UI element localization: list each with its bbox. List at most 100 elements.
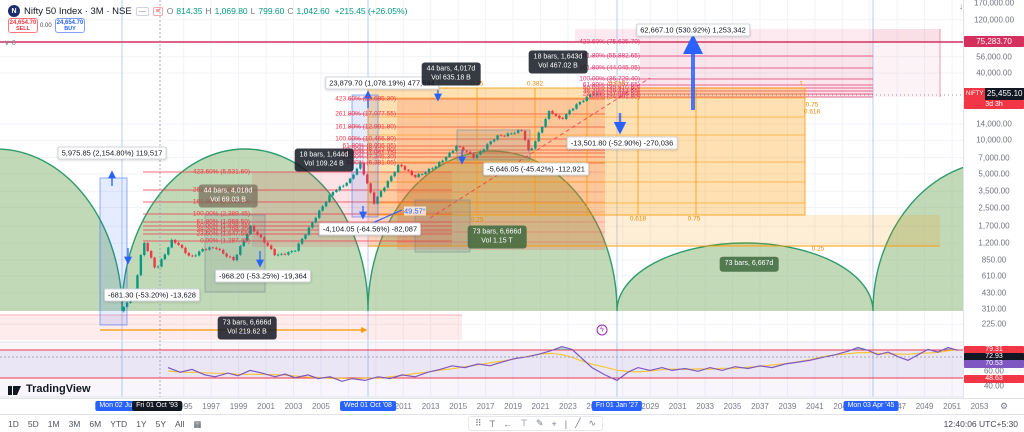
- text-tool-icon[interactable]: T: [489, 418, 496, 429]
- symbol-tag: NIFTY: [964, 88, 986, 100]
- measure-tool-icon[interactable]: ⊤: [520, 418, 528, 428]
- year-tick: 2001: [257, 402, 275, 411]
- collapsed-indicators-toggle[interactable]: ∨ 6: [4, 38, 16, 47]
- sell-price: 24,654.70: [9, 19, 37, 26]
- range-button-6m[interactable]: 6M: [89, 419, 102, 429]
- range-button-3m[interactable]: 3M: [68, 419, 81, 429]
- sell-label: SELL: [15, 25, 31, 32]
- symbol-logo: N: [8, 5, 20, 17]
- year-tick: 2041: [805, 402, 824, 411]
- range-button-all[interactable]: All: [175, 419, 185, 429]
- year-tick: 2013: [421, 402, 440, 411]
- date-chip: Mon 03 Apr '45: [843, 400, 899, 411]
- spread-value: 0.00: [40, 23, 52, 29]
- last-price-value: 25,455.10: [985, 88, 1024, 100]
- price-tick: 14,000.00: [976, 119, 1012, 129]
- buy-button[interactable]: 24,654.70 BUY: [55, 18, 85, 33]
- year-tick: 2029: [641, 402, 660, 411]
- ohlc-key: L: [250, 6, 256, 16]
- date-chip: Mon 02 Jul '90: [95, 400, 149, 411]
- axis-settings-gear-icon[interactable]: ⚙: [1000, 401, 1009, 411]
- ohlc-value: 814.35: [176, 6, 203, 16]
- buy-label: BUY: [64, 25, 76, 32]
- time-axis[interactable]: ⚙ 19951997199920012003200520072009201120…: [0, 398, 1024, 414]
- cross-tool-icon[interactable]: +: [551, 418, 557, 429]
- year-tick: 1997: [202, 402, 221, 411]
- event-marker-icon[interactable]: ϟ: [596, 324, 608, 336]
- range-button-1d[interactable]: 1D: [8, 419, 19, 429]
- year-tick: 2017: [476, 402, 495, 411]
- year-tick: 2011: [394, 402, 412, 411]
- drawing-toolbar[interactable]: ⠿ T ← ⊤ ✎ + | ╱ ∿: [468, 416, 604, 431]
- collapsed-indicators-count: 6: [11, 38, 16, 47]
- buy-price: 24,654.70: [56, 19, 84, 26]
- price-axis[interactable]: 170,000.00 120,000.00 56,000.00 40,000.00 14…: [963, 0, 1024, 398]
- year-tick: 2049: [915, 402, 934, 411]
- date-range-switcher[interactable]: 1D 5D 1M 3M 6M YTD 1Y 5Y All ▦: [8, 415, 201, 432]
- year-tick: 2023: [558, 402, 577, 411]
- ohlc-value: 1,069.80: [214, 6, 248, 16]
- countdown-chip: 3d 3h: [964, 100, 1024, 109]
- price-tick: 120,000.00: [973, 15, 1015, 25]
- range-button-ytd[interactable]: YTD: [110, 419, 128, 429]
- price-tick: 170,000.00: [973, 0, 1015, 8]
- drag-handle-icon[interactable]: ⠿: [475, 418, 482, 428]
- rsi-value-chip: 70.53: [964, 360, 1024, 368]
- range-button-1y[interactable]: 1Y: [136, 419, 147, 429]
- alert-level-chip: 75,283.70: [964, 36, 1024, 47]
- scroll-to-recent-icon[interactable]: ↓: [958, 2, 963, 11]
- price-tick: 7,000.00: [978, 153, 1010, 163]
- rsi-tick: 60.00: [983, 366, 1005, 376]
- rsi-value-chip: 79.31: [964, 346, 1024, 354]
- price-tick: 850.00: [981, 255, 1007, 265]
- range-button-5d[interactable]: 5D: [27, 419, 39, 429]
- year-tick: 2053: [970, 402, 989, 411]
- legend-menu-icon[interactable]: ≡: [152, 6, 163, 16]
- year-tick: 1999: [229, 402, 248, 411]
- tradingview-logo-text: TradingView: [26, 383, 91, 395]
- year-tick: 2031: [668, 402, 687, 411]
- symbol-legend[interactable]: N Nifty 50 Index · 3M · NSE — ≡ O 814.35 H…: [8, 4, 407, 18]
- tradingview-logo-mark: [8, 386, 21, 395]
- change-value: +215.45 (+26.05%): [334, 6, 408, 16]
- arrow-tool-icon[interactable]: ←: [503, 418, 513, 429]
- polyline-tool-icon[interactable]: ∿: [588, 418, 597, 428]
- main-chart-canvas[interactable]: [0, 0, 963, 398]
- year-tick: 2015: [449, 402, 468, 411]
- brush-tool-icon[interactable]: ✎: [535, 418, 544, 428]
- year-tick: 2051: [943, 402, 961, 411]
- price-tick: 5,000.00: [978, 169, 1010, 179]
- calendar-icon[interactable]: ▦: [193, 418, 202, 429]
- range-button-5y[interactable]: 5Y: [155, 419, 166, 429]
- year-tick: 2043: [833, 402, 852, 411]
- ohlc-values: O 814.35 H 1,069.80 L 799.60 C 1,042.60 +215.45 …: [167, 6, 408, 16]
- vline-tool-icon[interactable]: |: [564, 418, 568, 429]
- price-tick: 1,200.00: [978, 238, 1010, 248]
- tradingview-logo[interactable]: TradingView: [8, 383, 91, 395]
- year-tick: 2033: [696, 402, 714, 411]
- year-tick: 2039: [778, 402, 797, 411]
- symbol-title[interactable]: Nifty 50 Index · 3M · NSE: [24, 5, 132, 17]
- year-tick: 2003: [284, 402, 303, 411]
- range-button-1m[interactable]: 1M: [47, 419, 60, 429]
- trendline-tool-icon[interactable]: ╱: [575, 418, 581, 428]
- ohlc-key: O: [166, 6, 174, 16]
- ohlc-key: H: [205, 6, 212, 16]
- chart-pane[interactable]: 423.60% (5,531.60) 261.80% (3,910.50) 161.…: [0, 0, 963, 398]
- date-chip: Wed 01 Oct '08: [340, 400, 396, 411]
- clock-display: 12:40:06 UTC+5:30: [943, 419, 1018, 429]
- rsi-value-chip: 72.93: [964, 353, 1024, 361]
- last-price-chip: NIFTY 25,455.10: [964, 88, 1024, 100]
- price-tick: 3,500.00: [978, 186, 1010, 196]
- price-tick: 1,700.00: [978, 221, 1010, 231]
- bottom-toolbar: 1D 5D 1M 3M 6M YTD 1Y 5Y All ▦ ⠿ T ← ⊤ ✎ + | ╱ ∿ 12:40:06…: [0, 414, 1024, 432]
- price-tick: 310.00: [981, 304, 1007, 314]
- rsi-tick: 40.00: [983, 381, 1005, 391]
- price-tick: 225.00: [981, 319, 1007, 329]
- legend-minus-icon[interactable]: —: [135, 6, 149, 16]
- price-tick: 610.00: [981, 271, 1007, 281]
- year-tick: 2005: [312, 402, 330, 411]
- ohlc-value: 799.60: [258, 6, 285, 16]
- sell-button[interactable]: 24,654.70 SELL: [8, 18, 38, 33]
